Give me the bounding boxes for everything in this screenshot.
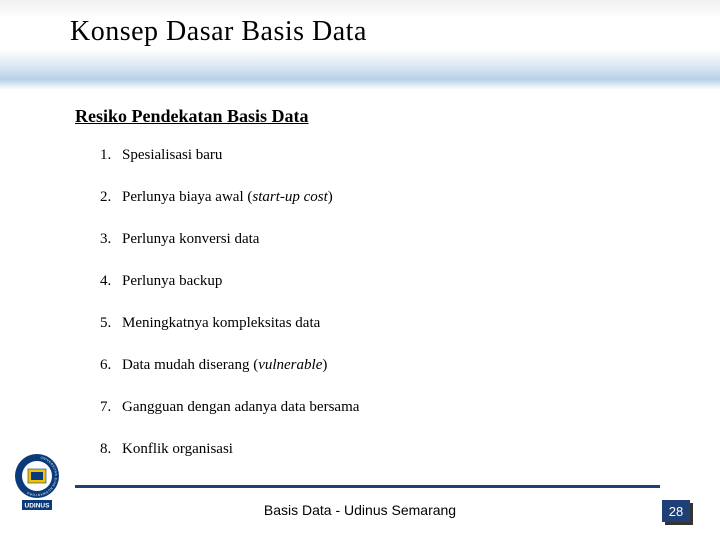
- svg-text:UDINUS: UDINUS: [25, 503, 51, 510]
- footer-text: Basis Data - Udinus Semarang: [0, 502, 720, 518]
- risk-list: 1.Spesialisasi baru 2.Perlunya biaya awa…: [100, 146, 660, 482]
- page-number-badge: 28: [662, 500, 690, 522]
- list-item: 1.Spesialisasi baru: [100, 146, 660, 164]
- page-number: 28: [662, 500, 690, 522]
- list-item: 3.Perlunya konversi data: [100, 230, 660, 248]
- list-item: 4.Perlunya backup: [100, 272, 660, 290]
- footer-divider: [75, 485, 660, 488]
- udinus-logo-icon: UNIVERSITAS DIAN NUSWANTORO UDINUS: [12, 452, 62, 512]
- list-item: 7.Gangguan dengan adanya data bersama: [100, 398, 660, 416]
- list-item: 6.Data mudah diserang (vulnerable): [100, 356, 660, 374]
- slide-title: Konsep Dasar Basis Data: [70, 16, 367, 48]
- list-item: 2.Perlunya biaya awal (start-up cost): [100, 188, 660, 206]
- list-item: 8.Konflik organisasi: [100, 440, 660, 458]
- slide-subtitle: Resiko Pendekatan Basis Data: [75, 106, 309, 127]
- list-item: 5.Meningkatnya kompleksitas data: [100, 314, 660, 332]
